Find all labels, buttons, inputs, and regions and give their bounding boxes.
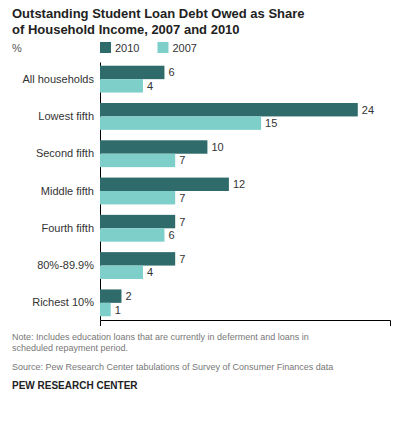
legend-swatch [100, 42, 111, 53]
title: Outstanding Student Loan Debt Owed as Sh… [12, 6, 305, 37]
tick: Middle fifth [41, 185, 94, 197]
bar [100, 178, 229, 191]
x-axis [101, 321, 391, 327]
y-axis: All households Lowest fifth Second fifth Mi… [22, 63, 100, 321]
bar [100, 289, 121, 302]
legend-swatch [157, 42, 168, 53]
legend: 2010 2007 [100, 42, 197, 54]
tick-label: Richest 10% [32, 296, 94, 308]
data-label: 6 [168, 229, 174, 241]
data-label: 7 [179, 154, 185, 166]
tick-label: Middle fifth [41, 185, 94, 197]
tick: 80%-89.9% [37, 259, 94, 271]
tick: Richest 10% [32, 296, 94, 308]
tick-label: 80%-89.9% [37, 259, 94, 271]
data-label: 10 [211, 141, 223, 153]
tick-label: Lowest fifth [38, 110, 94, 122]
legend-label: 2007 [172, 42, 196, 54]
bar [100, 116, 261, 129]
plot: All households Lowest fifth Second fifth Mi… [22, 63, 390, 327]
annotation: PEW RESEARCH CENTER [12, 380, 138, 391]
bar [100, 66, 164, 79]
tick: All households [22, 73, 94, 85]
tick-label: Fourth fifth [41, 222, 94, 234]
tick: Fourth fifth [41, 222, 94, 234]
data-label: 4 [147, 80, 153, 92]
legend-label: 2010 [115, 42, 139, 54]
axis-label: % [12, 42, 22, 54]
bar [100, 103, 358, 116]
legend-item: 2010 [100, 42, 139, 54]
data-label: 2 [125, 290, 131, 302]
data-label: 1 [115, 304, 121, 316]
bar [100, 266, 143, 279]
data-label: 12 [233, 178, 245, 190]
chart: Outstanding Student Loan Debt Owed as Sh… [0, 0, 412, 421]
bar [100, 303, 111, 316]
tick: Second fifth [36, 147, 94, 159]
bar [100, 252, 175, 265]
bar [100, 215, 175, 228]
data-label: 15 [265, 117, 277, 129]
bar [100, 154, 175, 167]
x-axis-line [101, 321, 391, 327]
bar [100, 140, 207, 153]
data-label: 24 [362, 104, 374, 116]
data-label: 4 [147, 266, 153, 278]
bar [100, 79, 143, 92]
tick-label: Second fifth [36, 147, 94, 159]
data-label: 7 [179, 216, 185, 228]
tick: Lowest fifth [38, 110, 94, 122]
annotation: Note: Includes education loans that are … [12, 332, 309, 353]
bars [100, 66, 358, 317]
tick-label: All households [22, 73, 94, 85]
data-label: 7 [179, 253, 185, 265]
annotation: Source: Pew Research Center tabulations … [12, 362, 333, 372]
legend-item: 2007 [157, 42, 196, 54]
bar [100, 191, 175, 204]
data-labels: 624101277241577641 [115, 66, 374, 315]
data-label: 6 [168, 66, 174, 78]
data-label: 7 [179, 192, 185, 204]
bar [100, 228, 164, 241]
